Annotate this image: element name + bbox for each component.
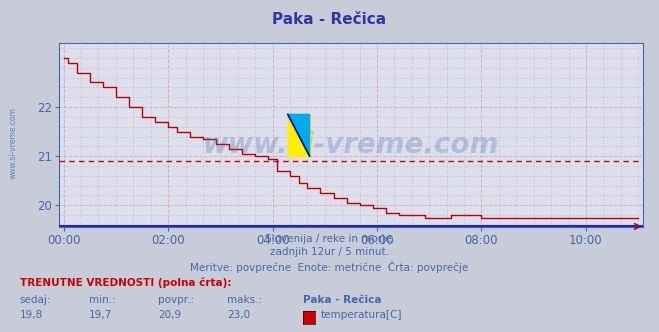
Text: povpr.:: povpr.: bbox=[158, 295, 194, 305]
Text: min.:: min.: bbox=[89, 295, 116, 305]
Text: Slovenija / reke in morje.: Slovenija / reke in morje. bbox=[264, 234, 395, 244]
Text: TRENUTNE VREDNOSTI (polna črta):: TRENUTNE VREDNOSTI (polna črta): bbox=[20, 277, 231, 288]
Text: www.si-vreme.com: www.si-vreme.com bbox=[203, 130, 499, 158]
Text: www.si-vreme.com: www.si-vreme.com bbox=[9, 107, 18, 179]
Text: 19,8: 19,8 bbox=[20, 310, 43, 320]
Text: maks.:: maks.: bbox=[227, 295, 262, 305]
Text: sedaj:: sedaj: bbox=[20, 295, 51, 305]
Text: temperatura[C]: temperatura[C] bbox=[321, 310, 403, 320]
Polygon shape bbox=[288, 115, 310, 156]
Text: Meritve: povprečne  Enote: metrične  Črta: povprečje: Meritve: povprečne Enote: metrične Črta:… bbox=[190, 261, 469, 273]
Text: 23,0: 23,0 bbox=[227, 310, 250, 320]
Text: 20,9: 20,9 bbox=[158, 310, 181, 320]
Text: Paka - Rečica: Paka - Rečica bbox=[303, 295, 382, 305]
Text: Paka - Rečica: Paka - Rečica bbox=[272, 12, 387, 27]
Bar bbox=[288, 115, 310, 156]
Text: 19,7: 19,7 bbox=[89, 310, 112, 320]
Text: zadnjih 12ur / 5 minut.: zadnjih 12ur / 5 minut. bbox=[270, 247, 389, 257]
